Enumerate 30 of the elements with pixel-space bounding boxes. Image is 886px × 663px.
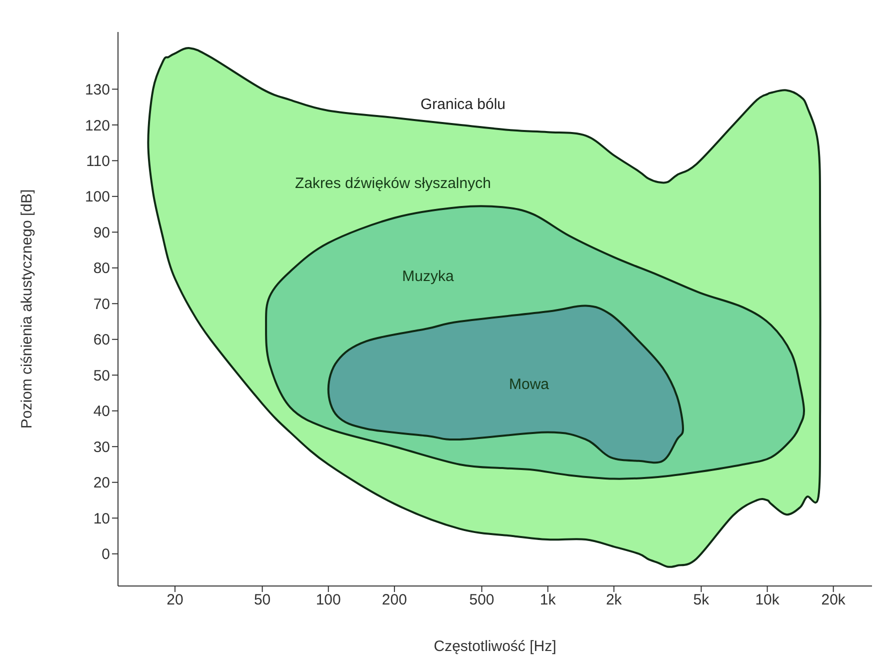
- annotation: Granica bólu: [419, 95, 507, 115]
- y-tick-label: 130: [84, 82, 110, 99]
- x-tick-label: 1k: [540, 592, 556, 609]
- x-tick-label: 2k: [606, 592, 622, 609]
- x-tick-label: 5k: [693, 592, 710, 609]
- x-tick-label: 200: [382, 592, 407, 609]
- y-tick-label: 90: [93, 224, 110, 242]
- y-tick-label: 40: [93, 403, 110, 420]
- x-tick-label: 20k: [821, 592, 846, 609]
- y-tick-label: 20: [93, 474, 110, 492]
- y-tick-label: 50: [93, 367, 110, 384]
- y-tick-label: 100: [84, 188, 110, 206]
- y-tick-label: 30: [93, 438, 110, 456]
- x-tick-label: 50: [254, 592, 271, 609]
- x-tick-label: 100: [316, 592, 341, 609]
- annotation: Zakres dźwięków słyszalnych: [294, 174, 492, 194]
- annotation: Muzyka: [401, 267, 455, 287]
- x-tick-label: 20: [166, 592, 184, 609]
- y-tick-label: 0: [102, 546, 110, 564]
- x-axis-title: Częstotliwość [Hz]: [434, 638, 556, 655]
- y-tick-label: 10: [93, 510, 110, 528]
- x-tick-label: 500: [469, 592, 494, 609]
- annotation: Mowa: [508, 375, 550, 395]
- y-axis-title: Poziom ciśnienia akustycznego [dB]: [18, 189, 36, 429]
- y-tick-label: 60: [93, 332, 110, 349]
- y-tick-label: 80: [93, 260, 110, 278]
- y-tick-label: 70: [93, 296, 110, 313]
- x-tick-label: 10k: [755, 592, 780, 609]
- y-tick-label: 110: [86, 152, 110, 170]
- y-tick-label: 120: [84, 117, 110, 134]
